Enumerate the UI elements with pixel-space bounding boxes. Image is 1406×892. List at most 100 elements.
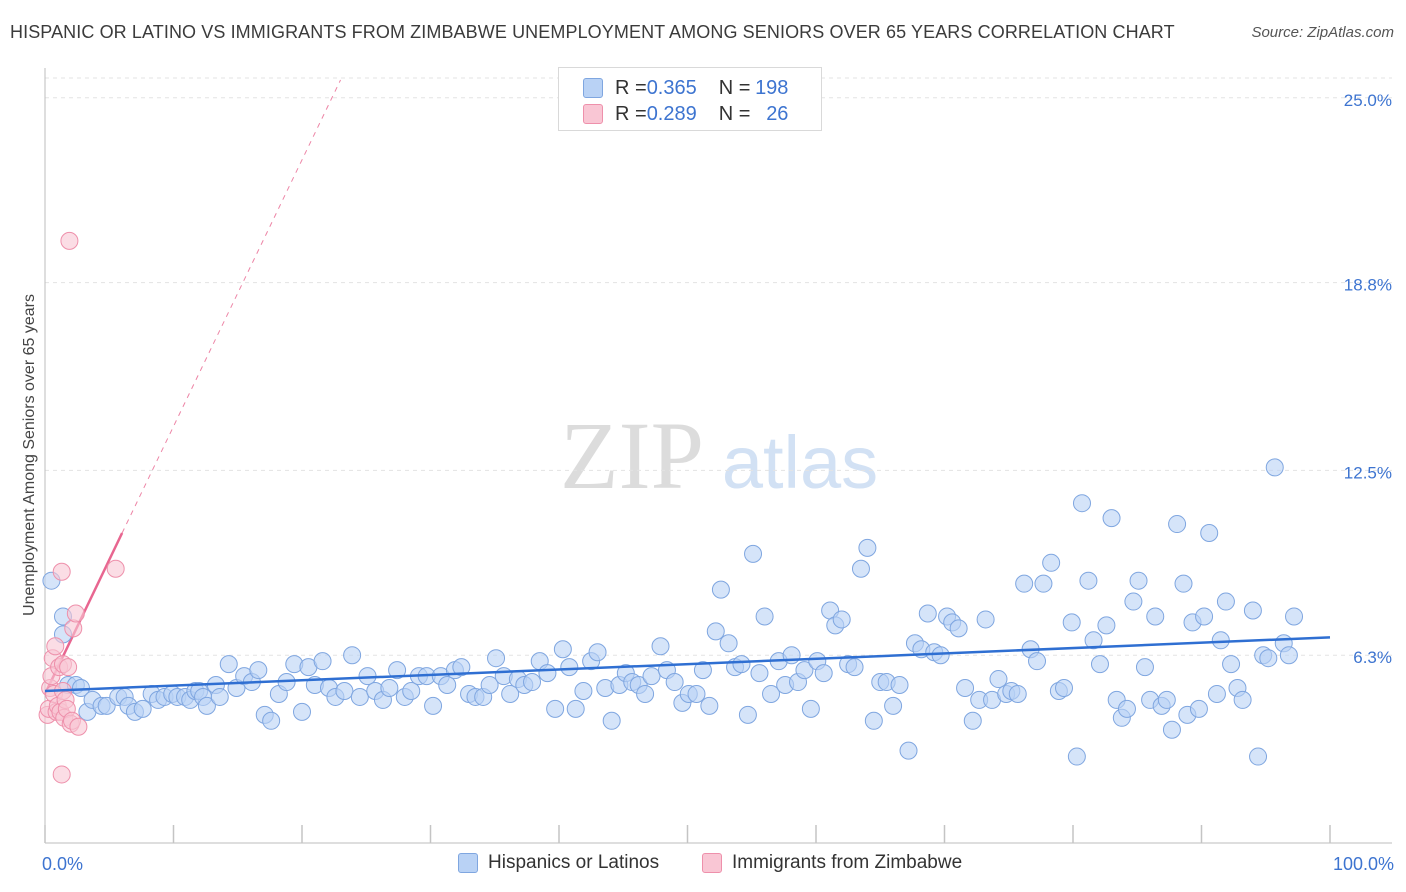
legend-r-value: 0.365: [646, 76, 697, 99]
hispanic-trend: [44, 636, 1331, 693]
data-point-hispanic: [388, 661, 407, 680]
legend-row-zimbabwe: R = 0.289 N = 26: [583, 102, 788, 126]
data-point-hispanic: [487, 649, 506, 668]
data-point-hispanic: [566, 699, 585, 718]
data-point-hispanic: [1015, 574, 1034, 593]
data-point-hispanic: [1216, 592, 1235, 611]
watermark-atlas: atlas: [722, 421, 878, 504]
data-point-hispanic: [133, 699, 152, 718]
data-point-hispanic: [1028, 652, 1047, 671]
data-point-hispanic: [1135, 658, 1154, 677]
data-point-hispanic: [884, 696, 903, 715]
legend-swatch-blue: [458, 853, 478, 873]
data-point-hispanic: [1124, 592, 1143, 611]
data-point-hispanic: [1062, 613, 1081, 632]
legend-n-value: 26: [766, 102, 789, 125]
data-point-hispanic: [963, 711, 982, 730]
data-point-hispanic: [1129, 571, 1148, 590]
axes: [44, 68, 1392, 844]
data-point-hispanic: [989, 670, 1008, 689]
data-point-hispanic: [480, 676, 499, 695]
data-point-zimbabwe: [46, 637, 65, 656]
data-point-hispanic: [1146, 607, 1165, 626]
data-point-hispanic: [858, 538, 877, 557]
correlation-legend: R = 0.365 N = 198 R = 0.289 N = 26: [558, 67, 822, 131]
series-legend: Hispanics or Latinos Immigrants from Zim…: [0, 852, 1406, 876]
hispanic-points: [42, 458, 1304, 766]
data-point-hispanic: [642, 667, 661, 686]
data-point-hispanic: [1084, 631, 1103, 650]
data-point-hispanic: [687, 684, 706, 703]
data-point-hispanic: [1189, 699, 1208, 718]
legend-item-hispanics[interactable]: Hispanics or Latinos: [458, 852, 659, 874]
legend-r-label: R =: [615, 76, 647, 99]
gridlines: [45, 77, 1392, 656]
data-point-hispanic: [501, 684, 520, 703]
data-point-hispanic: [1042, 553, 1061, 572]
data-point-hispanic: [814, 664, 833, 683]
data-point-hispanic: [1008, 684, 1027, 703]
data-point-hispanic: [553, 640, 572, 659]
data-point-hispanic: [380, 679, 399, 697]
chart-title: HISPANIC OR LATINO VS IMMIGRANTS FROM ZI…: [10, 22, 1175, 42]
data-point-hispanic: [560, 658, 579, 677]
data-point-hispanic: [602, 711, 621, 730]
legend-swatch-blue: [583, 78, 603, 98]
data-point-zimbabwe: [64, 619, 83, 638]
data-point-hispanic: [700, 696, 719, 715]
data-point-hispanic: [795, 661, 814, 680]
legend-swatch-pink: [702, 853, 722, 873]
data-point-hispanic: [651, 637, 670, 656]
data-point-hispanic: [1034, 574, 1053, 593]
legend-swatch-pink: [583, 104, 603, 124]
data-point-hispanic: [1222, 655, 1241, 674]
data-point-hispanic: [956, 679, 975, 697]
data-point-hispanic: [845, 658, 864, 677]
data-point-hispanic: [1200, 524, 1219, 542]
y-tick-label: 12.5%: [1344, 463, 1392, 482]
zimbabwe-points: [38, 231, 125, 784]
data-point-hispanic: [546, 699, 565, 718]
trend-line-zimbabwe-extension: [121, 79, 342, 534]
data-point-zimbabwe: [106, 559, 125, 578]
data-point-hispanic: [210, 687, 229, 706]
x-tick-label: 100.0%: [1333, 854, 1394, 874]
data-point-hispanic: [1243, 601, 1262, 620]
data-point-hispanic: [1168, 515, 1187, 534]
data-point-zimbabwe: [66, 604, 85, 623]
data-point-hispanic: [832, 610, 851, 629]
data-point-hispanic: [1162, 720, 1181, 739]
legend-item-zimbabwe[interactable]: Immigrants from Zimbabwe: [702, 852, 962, 874]
data-point-hispanic: [538, 664, 557, 683]
data-point-hispanic: [1055, 679, 1074, 697]
legend-n-label: N =: [718, 76, 751, 99]
watermark-zip: ZIP: [560, 402, 704, 509]
zimbabwe-trend: [43, 79, 342, 695]
legend-n-value: 198: [755, 76, 789, 99]
data-point-hispanic: [949, 619, 968, 638]
data-point-hispanic: [890, 676, 909, 695]
data-point-hispanic: [335, 681, 354, 700]
data-point-hispanic: [197, 696, 216, 715]
x-tick-labels: 0.0% 100.0%: [42, 854, 1394, 874]
data-point-zimbabwe: [52, 562, 71, 581]
data-point-hispanic: [1207, 684, 1226, 703]
data-point-hispanic: [1195, 607, 1214, 626]
data-point-hispanic: [1259, 649, 1278, 668]
data-point-hispanic: [1102, 509, 1121, 528]
data-point-hispanic: [262, 711, 281, 730]
data-point-zimbabwe: [60, 231, 79, 250]
data-point-hispanic: [424, 696, 443, 715]
y-tick-label: 25.0%: [1344, 91, 1392, 110]
data-point-hispanic: [588, 643, 607, 662]
data-point-hispanic: [1233, 690, 1252, 709]
data-point-hispanic: [219, 655, 238, 674]
data-point-hispanic: [918, 604, 937, 623]
data-point-hispanic: [523, 673, 542, 692]
data-point-hispanic: [711, 580, 730, 599]
data-point-hispanic: [1067, 747, 1086, 766]
data-point-hispanic: [402, 681, 421, 700]
data-point-hispanic: [851, 559, 870, 578]
data-point-hispanic: [719, 634, 738, 653]
data-point-hispanic: [899, 741, 918, 760]
